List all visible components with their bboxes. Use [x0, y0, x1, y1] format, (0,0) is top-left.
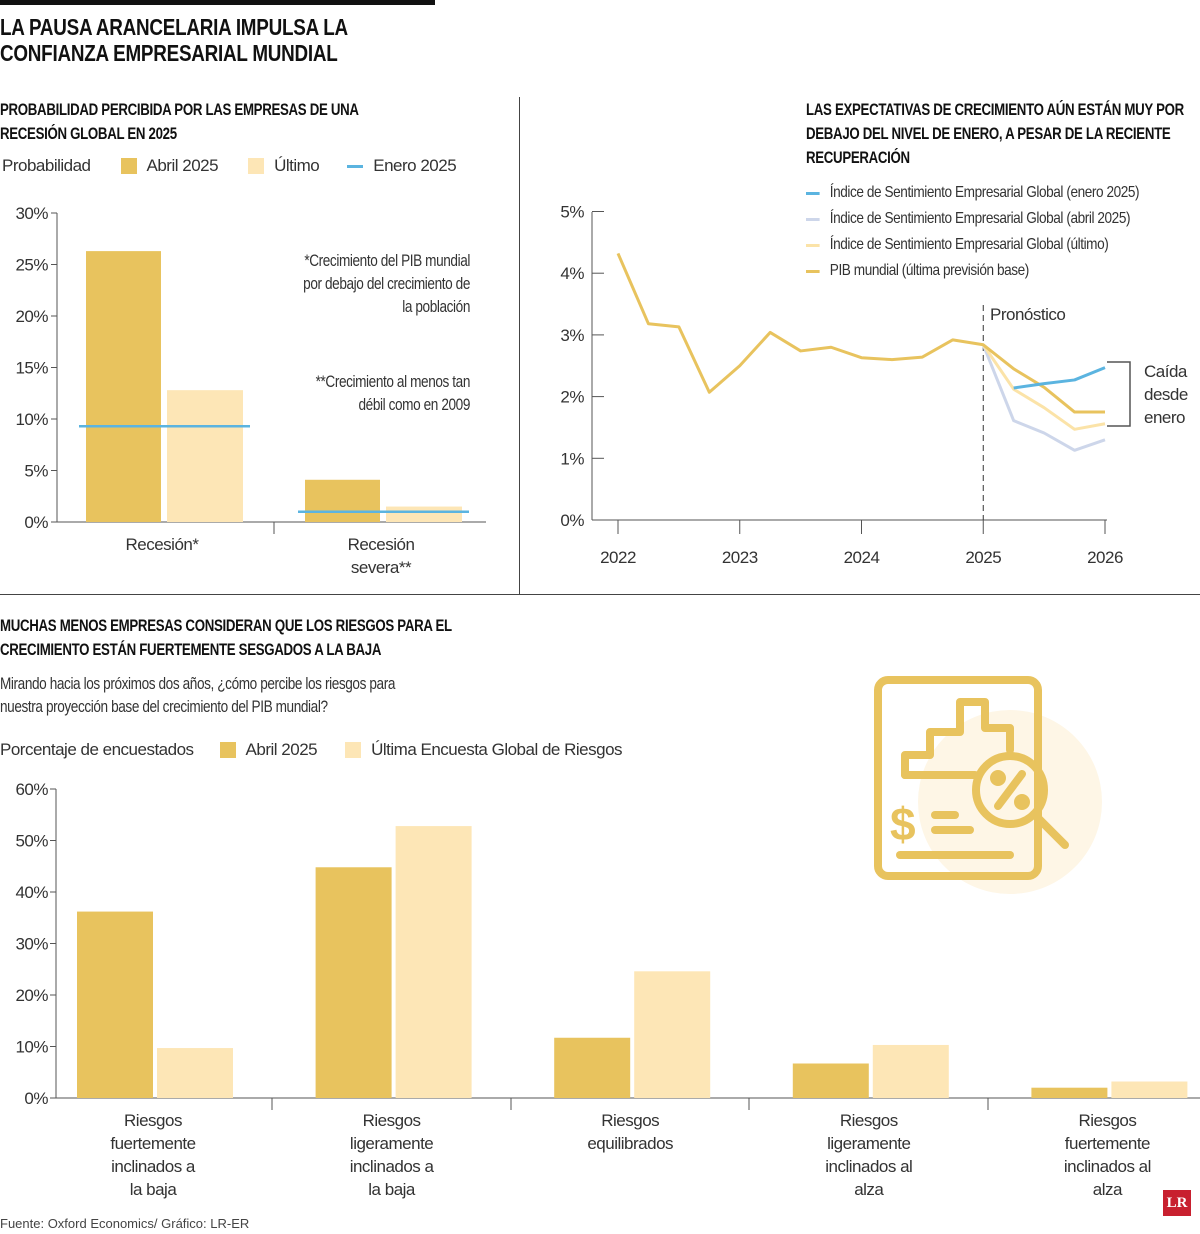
- chart1-legend: Probabilidad Abril 2025 Último Enero 202…: [2, 156, 457, 176]
- annotation-severe: **Crecimiento al menos tan débil como en…: [315, 372, 471, 414]
- chart3-title: MUCHAS MENOS EMPRESAS CONSIDERAN QUE LOS…: [0, 616, 452, 659]
- y-tick-label: 5%: [560, 203, 584, 222]
- x-tick-label: 2026: [1087, 548, 1123, 567]
- category-label: Riesgos fuertemente inclinados al alza: [1064, 1111, 1151, 1199]
- bar-ultimo: [872, 1044, 949, 1098]
- legend-line: [806, 243, 820, 247]
- legend-line-enero: [347, 164, 364, 168]
- x-tick-label: 2023: [722, 548, 758, 567]
- y-tick-label: 60%: [15, 780, 48, 799]
- category-label: Riesgos fuertemente inclinados a la baja: [110, 1111, 196, 1199]
- series-gdp: [616, 252, 1105, 414]
- legend-swatch-ultimo: [345, 742, 362, 758]
- drop-bracket: [1107, 361, 1131, 427]
- legend-swatch-abril: [120, 158, 137, 174]
- chart2-legend: Índice de Sentimiento Empresarial Global…: [806, 180, 1140, 284]
- vertical-divider: [519, 97, 520, 594]
- svg-text:$: $: [890, 798, 916, 850]
- chart3-legend: Porcentaje de encuestados Abril 2025 Últ…: [0, 740, 623, 760]
- bar-ultimo: [395, 826, 472, 1098]
- legend-label: Índice de Sentimiento Empresarial Global…: [829, 210, 1131, 227]
- y-tick-label: 40%: [15, 883, 48, 902]
- top-rule: [0, 0, 435, 5]
- bar-abril: [792, 1063, 869, 1098]
- bar-ultimo: [1111, 1081, 1188, 1098]
- legend-label: Índice de Sentimiento Empresarial Global…: [829, 184, 1140, 201]
- bar-abril: [86, 251, 161, 523]
- legend-label-abril: Abril 2025: [146, 156, 219, 175]
- legend-label: Índice de Sentimiento Empresarial Global…: [829, 236, 1109, 253]
- y-tick-label: 2%: [560, 388, 584, 407]
- category-label: Riesgos ligeramente inclinados a la baja: [350, 1111, 435, 1199]
- y-tick-label: 50%: [15, 832, 48, 851]
- legend-line: [806, 217, 820, 221]
- bar-abril: [77, 911, 153, 1098]
- y-tick-label: 0%: [560, 511, 584, 530]
- bar-ultimo: [157, 1048, 233, 1098]
- series-enero: [1013, 366, 1106, 390]
- lr-logo: LR: [1163, 1190, 1191, 1216]
- legend-label-ultimo: Última Encuesta Global de Riesgos: [371, 740, 623, 759]
- y-tick-label: 0%: [24, 513, 48, 532]
- category-label: Riesgos equilibrados: [587, 1111, 673, 1153]
- annotation-recession: *Crecimiento del PIB mundial por debajo …: [303, 251, 470, 316]
- y-tick-label: 10%: [15, 1038, 48, 1057]
- bar-abril: [315, 867, 392, 1098]
- y-tick-label: 10%: [15, 410, 48, 429]
- bar-abril: [554, 1037, 631, 1098]
- y-tick-label: 1%: [560, 449, 584, 468]
- x-tick-label: 2025: [965, 548, 1001, 567]
- series-ultimo: [982, 343, 1106, 431]
- chart1-title: PROBABILIDAD PERCIBIDA POR LAS EMPRESAS …: [0, 100, 359, 143]
- legend-item-abril: Índice de Sentimiento Empresarial Global…: [806, 206, 1139, 232]
- main-title: LA PAUSA ARANCELARIA IMPULSA LA CONFIANZ…: [0, 14, 348, 66]
- bar-ultimo: [634, 971, 711, 1098]
- chart2-title: LAS EXPECTATIVAS DE CRECIMIENTO AÚN ESTÁ…: [806, 100, 1184, 167]
- series-abril: [981, 344, 1106, 452]
- legend-item-ultimo: Índice de Sentimiento Empresarial Global…: [806, 232, 1139, 258]
- legend-label-ultimo: Último: [274, 156, 320, 175]
- chart3-ylabel: Porcentaje de encuestados: [0, 740, 194, 759]
- y-tick-label: 5%: [24, 462, 48, 481]
- bar-ultimo: [386, 506, 462, 522]
- legend-label-enero: Enero 2025: [373, 156, 457, 175]
- y-tick-label: 3%: [560, 326, 584, 345]
- forecast-label: Pronóstico: [990, 305, 1066, 324]
- drop-label: Caída desde enero: [1144, 362, 1188, 427]
- y-tick-label: 0%: [24, 1089, 48, 1108]
- legend-label: PIB mundial (última previsión base): [829, 262, 1029, 279]
- legend-swatch-ultimo: [248, 158, 265, 174]
- category-label: Riesgos ligeramente inclinados al alza: [825, 1111, 912, 1199]
- report-analysis-icon: $: [874, 676, 1102, 894]
- y-tick-label: 25%: [15, 256, 48, 275]
- legend-label-abril: Abril 2025: [245, 740, 318, 759]
- legend-item-enero: Índice de Sentimiento Empresarial Global…: [806, 180, 1140, 206]
- legend-item-gdp: PIB mundial (última previsión base): [806, 258, 1139, 284]
- bar-abril: [1031, 1087, 1108, 1098]
- chart1-ylabel: Probabilidad: [2, 156, 91, 175]
- y-tick-label: 20%: [15, 307, 48, 326]
- legend-line: [806, 191, 820, 195]
- y-tick-label: 30%: [15, 204, 48, 223]
- y-tick-label: 20%: [15, 986, 48, 1005]
- source-note: Fuente: Oxford Economics/ Gráfico: LR-ER: [0, 1216, 250, 1231]
- legend-line: [806, 269, 820, 273]
- bar-ultimo: [167, 390, 243, 522]
- x-tick-label: 2024: [844, 548, 880, 567]
- chart3-subtitle: Mirando hacia los próximos dos años, ¿có…: [0, 674, 395, 716]
- category-label: Recesión severa**: [348, 535, 415, 577]
- legend-swatch-abril: [219, 742, 236, 758]
- y-tick-label: 15%: [15, 359, 48, 378]
- x-tick-label: 2022: [600, 548, 636, 567]
- y-tick-label: 4%: [560, 264, 584, 283]
- category-label: Recesión*: [126, 535, 200, 554]
- horizontal-divider: [0, 594, 1200, 595]
- bar-abril: [305, 479, 380, 522]
- y-tick-label: 30%: [15, 935, 48, 954]
